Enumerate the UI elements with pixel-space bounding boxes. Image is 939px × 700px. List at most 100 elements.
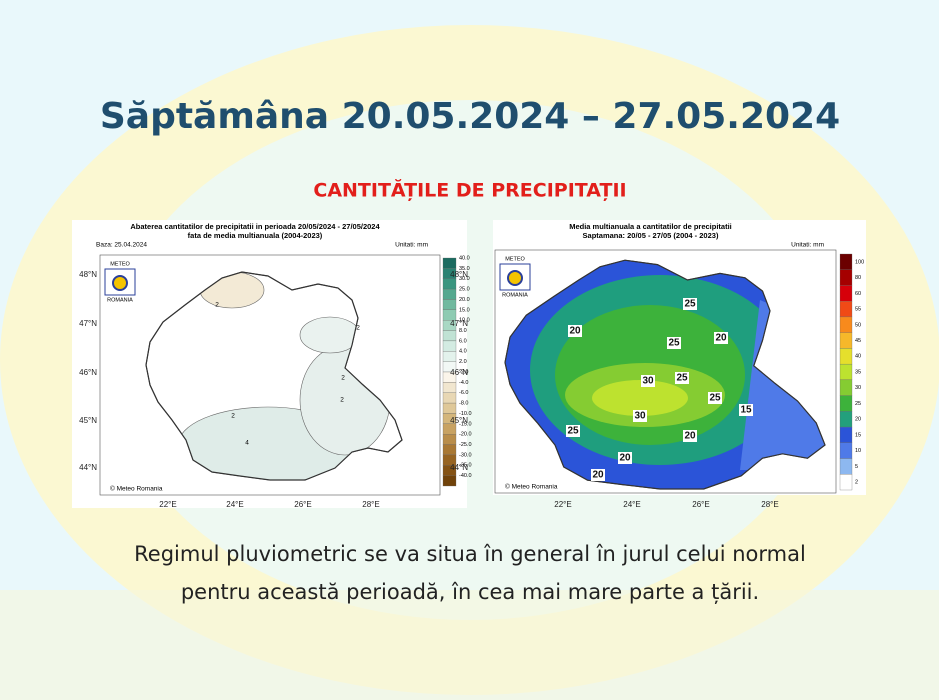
lon-label: 24°E (623, 500, 640, 509)
legend-swatch (442, 299, 457, 310)
logo-text: ROMANIA (107, 297, 133, 303)
precip-zones (177, 272, 391, 480)
legend-swatch (839, 426, 853, 443)
lat-label: 44°N (450, 463, 468, 472)
legend-label: 60 (855, 291, 861, 297)
legend-swatch (839, 363, 853, 381)
lat-label: 45°N (79, 416, 97, 425)
map-title: Saptamana: 20/05 - 27/05 (2004 - 2023) (583, 231, 719, 240)
map-units: Unitati: mm (395, 242, 428, 249)
lon-label: 22°E (159, 500, 176, 509)
contour-label: 20 (592, 470, 604, 481)
contour-label: 2 (231, 413, 235, 420)
legend-swatch (442, 278, 457, 290)
legend-swatch (839, 253, 853, 270)
legend-swatch (442, 444, 457, 456)
contour-label: 25 (709, 393, 721, 404)
contour-label: 20 (684, 431, 696, 442)
contour-label-bg (641, 375, 655, 387)
legend-label: -2.0 (459, 369, 468, 375)
logo-sun (112, 275, 128, 291)
credit: © Meteo Romania (110, 485, 163, 493)
contour-label-bg (683, 298, 697, 310)
legend-swatch (839, 442, 853, 459)
legend-label: -20.0 (459, 432, 472, 438)
contour-label-bg (568, 325, 582, 337)
legend-swatch (442, 257, 457, 269)
legend-label: 35 (855, 369, 861, 375)
legend-label: -35.0 (459, 463, 472, 469)
legend-label: 2 (855, 480, 858, 486)
legend-swatch (839, 474, 853, 491)
contour-label-bg (591, 469, 605, 481)
legend-swatch (442, 392, 457, 404)
contour-label-bg (675, 372, 689, 384)
legend-label: -6.0 (459, 390, 468, 396)
contour-label-bg (714, 332, 728, 344)
contour-label: 20 (619, 453, 631, 464)
contour-label-bg (708, 392, 722, 404)
contour-label-bg (618, 452, 632, 464)
legend-label: 40 (855, 354, 861, 360)
legend-label: 15.0 (459, 307, 470, 313)
contour-label: 20 (715, 333, 727, 344)
legend-swatch (442, 288, 457, 300)
legend-label: -30.0 (459, 452, 472, 458)
legend-swatch (442, 434, 457, 445)
legend-label: -4.0 (459, 380, 468, 386)
contour-label-bg (739, 404, 753, 416)
legend-swatch (442, 340, 457, 352)
legend-label: 10.0 (459, 318, 470, 324)
lon-label: 24°E (226, 500, 243, 509)
slide-title: Săptămâna 20.05.2024 – 27.05.2024 (100, 96, 840, 137)
contour-label: 25 (684, 299, 696, 310)
lat-label: 48°N (450, 270, 468, 279)
contour-label: 2 (340, 397, 344, 404)
legend-label: 10 (855, 448, 861, 454)
legend-swatch (839, 285, 853, 302)
legend-label: 15 (855, 432, 861, 438)
lon-label: 26°E (294, 500, 311, 509)
map-title: Media multianuala a cantitatilor de prec… (569, 222, 732, 231)
legend-label: 80 (855, 275, 861, 281)
legend-label: 8.0 (459, 328, 467, 334)
legend-label: -40.0 (459, 473, 472, 479)
contour-label: 2 (341, 375, 345, 382)
legend-swatch (839, 379, 853, 396)
contour-label: 30 (634, 411, 646, 422)
legend-label: 25 (855, 401, 861, 407)
contour-label-bg (633, 410, 647, 422)
legend-label: 25.0 (459, 287, 470, 293)
country-border (504, 259, 826, 490)
logo-text: METEO (505, 256, 525, 262)
legend-label: 4.0 (459, 349, 467, 355)
legend-swatch (442, 330, 457, 342)
logo-text: ROMANIA (502, 292, 528, 298)
legend-label: -25.0 (459, 442, 472, 448)
logo-text: METEO (110, 261, 130, 267)
contour-label-bg (566, 425, 580, 437)
legend-label: 55 (855, 307, 861, 313)
legend-label: 30 (855, 385, 861, 391)
credit: © Meteo Romania (505, 483, 558, 491)
legend-swatch (442, 382, 457, 393)
map-base: Baza: 25.04.2024 (96, 242, 147, 249)
lon-label: 26°E (692, 500, 709, 509)
contour-label: 4 (245, 440, 249, 447)
lat-label: 46°N (79, 368, 97, 377)
legend-swatch (839, 316, 853, 333)
section-title: CANTITĂȚILE DE PRECIPITAȚII (313, 178, 626, 202)
legend-label: 20.0 (459, 297, 470, 303)
legend-label: 5 (855, 464, 858, 470)
legend-swatch (839, 411, 853, 428)
contour-label: 2 (215, 302, 219, 309)
legend-swatch (839, 332, 853, 349)
lat-label: 48°N (79, 270, 97, 279)
contour-label-bg (683, 430, 697, 442)
logo-sun (507, 270, 523, 286)
lat-label: 45°N (450, 416, 468, 425)
legend-swatch (442, 475, 457, 487)
legend-label: 45 (855, 338, 861, 344)
legend-swatch (442, 402, 457, 414)
lat-label: 44°N (79, 463, 97, 472)
